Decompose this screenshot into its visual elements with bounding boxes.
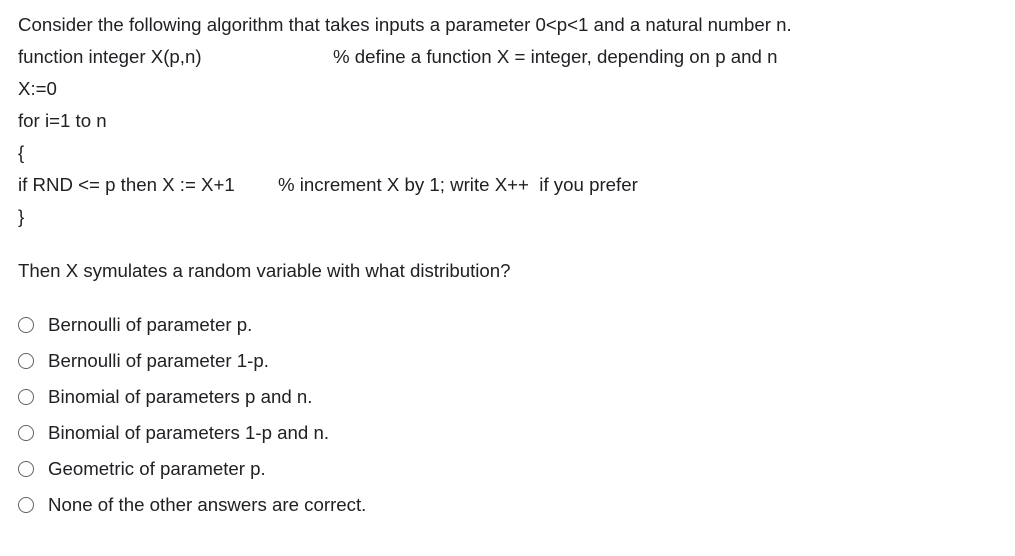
option-label: Binomial of parameters 1-p and n. [48,420,329,446]
code-line-4: { [18,140,997,166]
option-label: None of the other answers are correct. [48,492,366,518]
radio-icon[interactable] [18,317,34,333]
intro-text: Consider the following algorithm that ta… [18,12,997,38]
option-row[interactable]: Bernoulli of parameter p. [18,312,997,338]
code-l1-left: function integer X(p,n) [18,44,333,70]
code-line-6: } [18,204,997,230]
option-label: Binomial of parameters p and n. [48,384,312,410]
radio-icon[interactable] [18,425,34,441]
option-row[interactable]: Geometric of parameter p. [18,456,997,482]
intro-line: Consider the following algorithm that ta… [18,14,792,35]
option-row[interactable]: Bernoulli of parameter 1-p. [18,348,997,374]
code-l6: } [18,206,24,227]
options-group: Bernoulli of parameter p. Bernoulli of p… [18,312,997,518]
question-text: Then X symulates a random variable with … [18,258,997,284]
code-l2: X:=0 [18,78,57,99]
option-label: Bernoulli of parameter 1-p. [48,348,269,374]
radio-icon[interactable] [18,497,34,513]
code-l5-comment: % increment X by 1; write X++ if you pre… [278,172,638,198]
spacer [18,236,997,258]
code-l3: for i=1 to n [18,110,107,131]
radio-icon[interactable] [18,461,34,477]
code-line-3: for i=1 to n [18,108,997,134]
radio-icon[interactable] [18,353,34,369]
question-container: Consider the following algorithm that ta… [0,0,1015,540]
option-row[interactable]: Binomial of parameters p and n. [18,384,997,410]
option-row[interactable]: None of the other answers are correct. [18,492,997,518]
question-line: Then X symulates a random variable with … [18,260,511,281]
code-line-5: if RND <= p then X := X+1 % increment X … [18,172,997,198]
option-row[interactable]: Binomial of parameters 1-p and n. [18,420,997,446]
code-line-2: X:=0 [18,76,997,102]
radio-icon[interactable] [18,389,34,405]
option-label: Geometric of parameter p. [48,456,266,482]
code-l4: { [18,142,24,163]
code-l5-left: if RND <= p then X := X+1 [18,172,278,198]
code-line-1: function integer X(p,n) % define a funct… [18,44,997,70]
code-l1-comment: % define a function X = integer, dependi… [333,44,777,70]
option-label: Bernoulli of parameter p. [48,312,252,338]
